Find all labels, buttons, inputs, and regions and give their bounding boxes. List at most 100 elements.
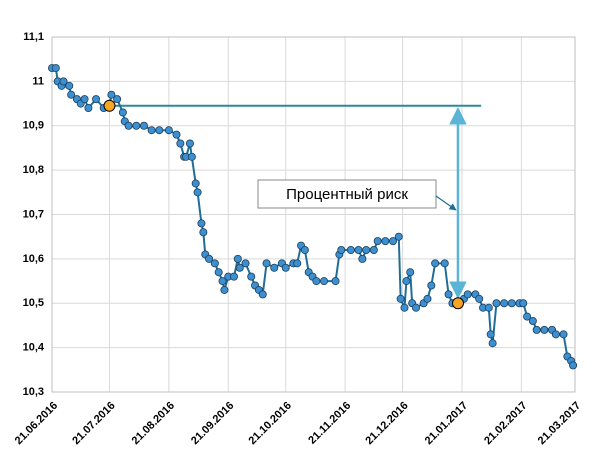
data-point: [486, 330, 495, 339]
data-point: [337, 245, 346, 254]
data-point: [396, 294, 405, 303]
y-tick-label: 10,4: [23, 342, 45, 354]
data-point: [218, 277, 227, 286]
data-point: [373, 237, 382, 246]
data-point: [214, 268, 223, 277]
data-point: [346, 245, 355, 254]
data-point: [270, 263, 279, 272]
data-point: [369, 245, 378, 254]
y-tick-label: 10,3: [23, 386, 44, 398]
data-point: [528, 316, 537, 325]
annotation-text: Процентный риск: [286, 186, 408, 203]
data-point: [139, 121, 148, 130]
data-point: [80, 95, 89, 104]
data-point: [235, 263, 244, 272]
data-point: [551, 330, 560, 339]
data-point: [394, 232, 403, 241]
data-point: [176, 139, 185, 148]
data-point: [124, 121, 133, 130]
data-point: [540, 325, 549, 334]
data-point: [210, 259, 219, 268]
plot-frame: [51, 36, 576, 393]
data-point: [185, 139, 194, 148]
x-tick-label: 21.02.2017: [482, 400, 529, 447]
y-tick-label: 11,1: [23, 31, 44, 43]
data-point: [197, 219, 206, 228]
data-point: [500, 299, 509, 308]
data-point: [484, 303, 493, 312]
data-point: [92, 95, 101, 104]
data-point: [440, 259, 449, 268]
data-point: [331, 277, 340, 286]
data-point: [475, 294, 484, 303]
highlight-point: [103, 99, 116, 112]
data-point: [389, 237, 398, 246]
data-point: [411, 303, 420, 312]
x-tick-label: 21.07.2016: [70, 400, 117, 447]
data-point: [281, 263, 290, 272]
data-point: [507, 299, 516, 308]
data-point: [118, 108, 127, 117]
data-point: [59, 77, 68, 86]
x-tick-label: 21.10.2016: [246, 400, 293, 447]
data-point: [492, 299, 501, 308]
data-point: [199, 228, 208, 237]
y-tick-label: 10,6: [23, 253, 44, 265]
data-point: [147, 126, 156, 135]
data-point: [559, 330, 568, 339]
x-tick-label: 21.09.2016: [189, 400, 236, 447]
data-point: [312, 277, 321, 286]
data-point: [187, 152, 196, 161]
series-line: [52, 67, 575, 366]
y-tick-label: 11: [32, 75, 44, 87]
data-point: [427, 281, 436, 290]
y-tick-label: 10,5: [23, 297, 44, 309]
data-point: [191, 179, 200, 188]
data-point: [67, 90, 76, 99]
data-point: [262, 259, 271, 268]
data-point: [205, 254, 214, 263]
data-point: [532, 325, 541, 334]
x-tick-label: 21.06.2016: [13, 400, 60, 447]
annotation-box: [257, 179, 437, 209]
data-point: [362, 245, 371, 254]
data-point: [172, 130, 181, 139]
data-point: [320, 277, 329, 286]
y-tick-label: 10,7: [23, 208, 44, 220]
data-point: [155, 126, 164, 135]
data-point: [107, 90, 116, 99]
data-point: [258, 290, 267, 299]
data-point: [65, 81, 74, 90]
data-point: [300, 245, 309, 254]
annotation-pointer: [435, 195, 457, 211]
highlight-point: [451, 297, 464, 310]
data-point: [113, 95, 122, 104]
data-point: [463, 290, 472, 299]
x-tick-label: 21.11.2016: [306, 400, 353, 447]
data-point: [400, 303, 409, 312]
data-point: [523, 312, 532, 321]
data-point: [233, 254, 242, 263]
data-point: [423, 294, 432, 303]
data-point: [444, 290, 453, 299]
data-point: [519, 299, 528, 308]
y-tick-label: 10,9: [23, 120, 44, 132]
data-point: [132, 121, 141, 130]
data-point: [84, 104, 93, 113]
x-tick-label: 21.08.2016: [130, 400, 177, 447]
data-point: [193, 188, 202, 197]
data-point: [569, 361, 578, 370]
y-tick-label: 10,8: [23, 164, 44, 176]
data-point: [164, 126, 173, 135]
data-point: [220, 285, 229, 294]
data-point: [381, 237, 390, 246]
data-point: [358, 254, 367, 263]
x-tick-label: 21.12.2016: [363, 400, 410, 447]
data-point: [229, 272, 238, 281]
data-point: [431, 259, 440, 268]
x-tick-label: 21.03.2017: [536, 400, 583, 447]
data-point: [293, 259, 302, 268]
data-point: [51, 64, 60, 73]
data-point: [488, 339, 497, 348]
